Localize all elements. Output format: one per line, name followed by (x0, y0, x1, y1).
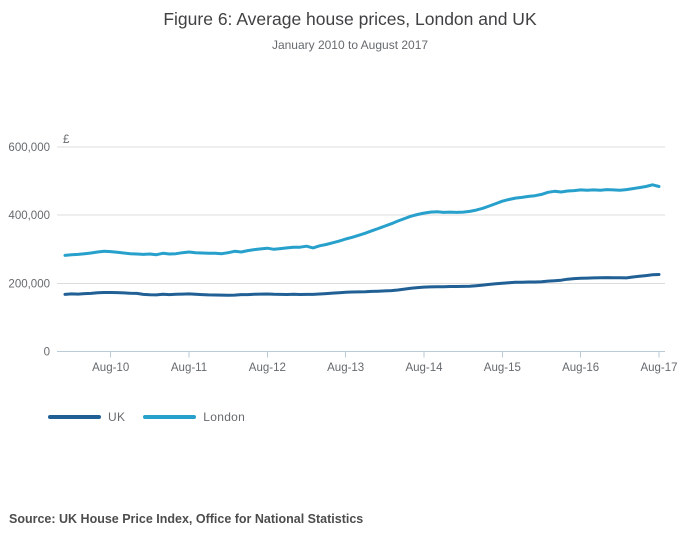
x-tick-label: Aug-17 (640, 362, 677, 374)
chart-title: Figure 6: Average house prices, London a… (163, 9, 537, 29)
y-axis-unit-label: £ (63, 134, 70, 146)
y-tick-label: 0 (44, 347, 50, 359)
legend-label-uk: UK (108, 410, 126, 424)
y-tick-label: 400,000 (8, 210, 50, 222)
x-tick-label: Aug-15 (484, 362, 521, 374)
x-tick-label: Aug-13 (327, 362, 364, 374)
x-tick-label: Aug-11 (171, 362, 207, 374)
uk-series-line (63, 273, 661, 297)
x-tick-label: Aug-10 (92, 362, 129, 374)
source-citation: Source: UK House Price Index, Office for… (9, 512, 364, 526)
x-tick-label: Aug-16 (562, 362, 599, 374)
y-tick-label: 600,000 (8, 142, 50, 154)
x-tick-label: Aug-14 (405, 362, 443, 374)
chart-subtitle: January 2010 to August 2017 (271, 38, 429, 52)
x-tick-label: Aug-12 (249, 362, 286, 374)
legend-item-uk: UK (48, 410, 125, 424)
chart-legend: UK London (48, 410, 245, 424)
y-tick-label: 200,000 (8, 278, 50, 290)
legend-label-london: London (203, 410, 246, 424)
legend-item-london: London (143, 410, 245, 424)
london-series-line (63, 183, 661, 257)
london-line-swatch (143, 415, 197, 419)
uk-line-swatch (48, 415, 101, 419)
